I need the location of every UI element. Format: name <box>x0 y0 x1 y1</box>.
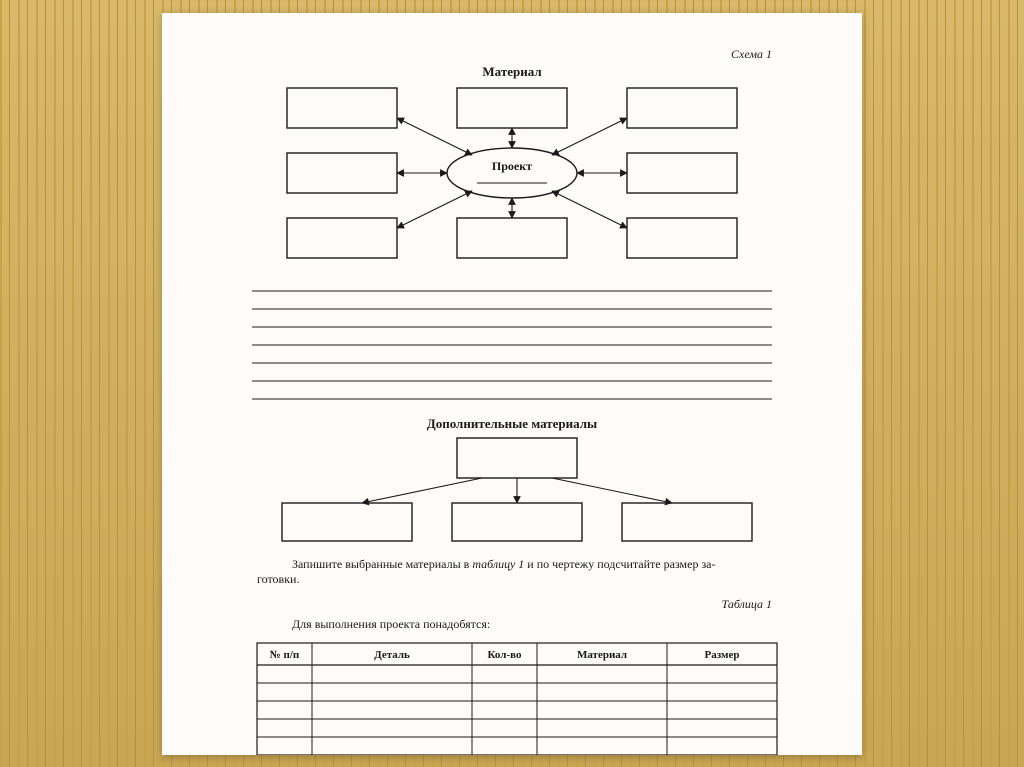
table-caption: Таблица 1 <box>722 597 772 611</box>
diagram1-box <box>457 218 567 258</box>
diagram1-box <box>457 88 567 128</box>
diagram2-box <box>452 503 582 541</box>
diagram2-title: Дополнительные материалы <box>427 416 597 431</box>
worksheet-page: Схема 1 Материал Проект Дополнительные мате… <box>162 13 862 755</box>
diagram1-center-node <box>447 148 577 198</box>
diagram1-arrow <box>397 118 472 155</box>
table-header-cell: Размер <box>705 649 740 661</box>
table-header-cell: Кол-во <box>488 649 522 661</box>
diagram2-box <box>622 503 752 541</box>
diagram1-arrow <box>552 118 627 155</box>
diagram1-box <box>627 88 737 128</box>
backdrop: Схема 1 Материал Проект Дополнительные мате… <box>0 0 1024 767</box>
page-canvas: Схема 1 Материал Проект Дополнительные мате… <box>162 13 862 755</box>
diagram1-title: Материал <box>482 64 541 79</box>
table-header-cell: Материал <box>577 649 627 661</box>
diagram2-top-box <box>457 438 577 478</box>
diagram2-arrow <box>552 478 672 503</box>
diagram2-arrow <box>362 478 482 503</box>
diagram1-arrow <box>397 191 472 228</box>
table-header-cell: Деталь <box>374 649 410 661</box>
diagram2-box <box>282 503 412 541</box>
table-header-cell: № п/п <box>270 649 300 661</box>
instruction-line1: Запишите выбранные материалы в таблицу 1… <box>292 557 716 571</box>
instruction-line2: готовки. <box>257 572 299 586</box>
diagram1-center-label: Проект <box>492 159 532 173</box>
table-intro: Для выполнения проекта понадобятся: <box>292 617 490 631</box>
diagram1-box <box>287 88 397 128</box>
scheme-caption: Схема 1 <box>731 47 772 61</box>
diagram1-box <box>287 218 397 258</box>
diagram1-box <box>627 153 737 193</box>
diagram1-box <box>627 218 737 258</box>
diagram1-box <box>287 153 397 193</box>
diagram1-arrow <box>552 191 627 228</box>
